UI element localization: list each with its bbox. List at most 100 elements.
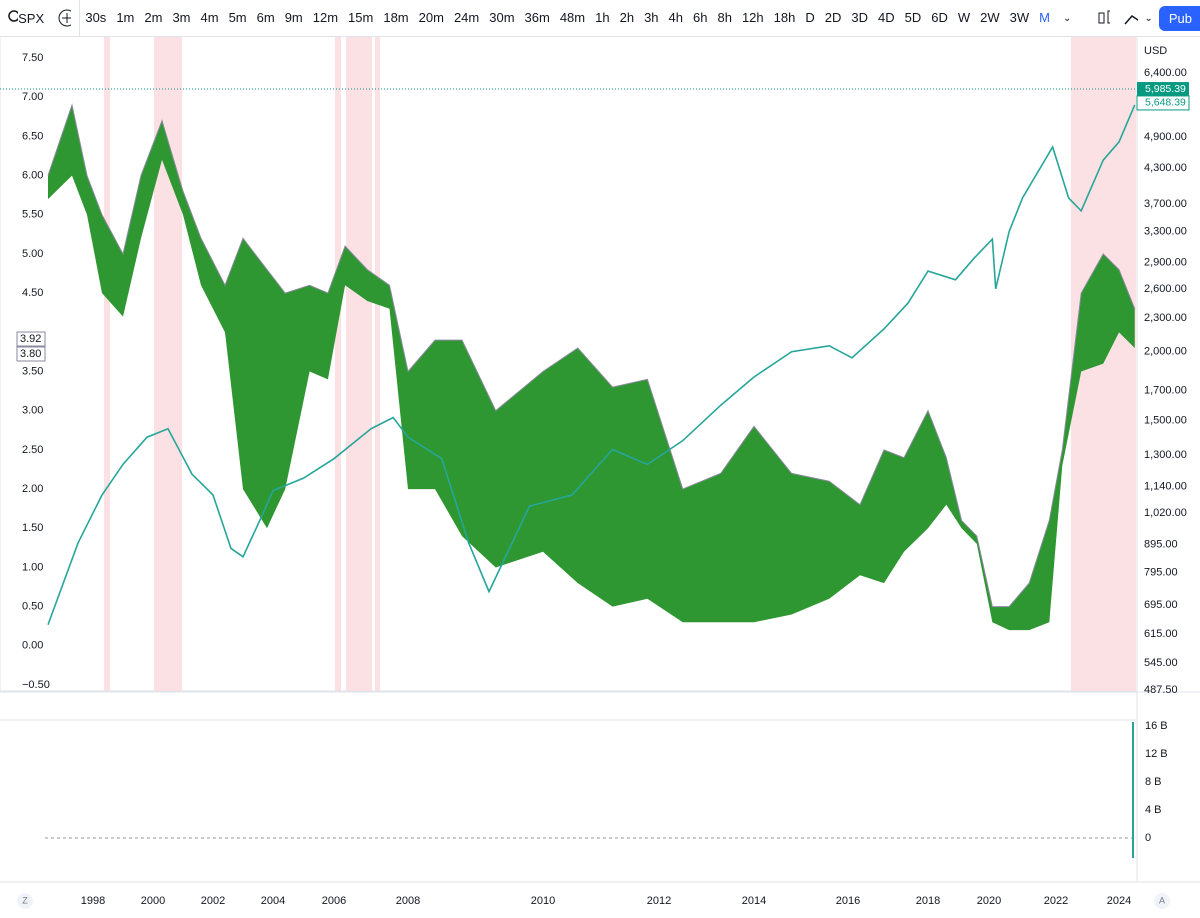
indicators-icon[interactable]: [1122, 8, 1139, 28]
interval-button[interactable]: 2h: [619, 10, 635, 25]
left-tick-label: 3.50: [22, 365, 43, 377]
last-value-box: [16, 331, 46, 347]
x-tick-label: 2008: [396, 895, 420, 907]
interval-button[interactable]: 4m: [200, 10, 219, 25]
right-tick-label: 4,300.00: [1144, 162, 1187, 174]
chart: 7.50 7.00 6.50 6.00 5.50 5.00 4.50 3.50 3.00 2.50…: [0, 36, 1200, 909]
search-icon: [8, 10, 19, 22]
interval-button[interactable]: 2D: [824, 10, 842, 25]
right-tick-label: 2,900.00: [1144, 257, 1187, 269]
symbol[interactable]: SPX: [18, 10, 45, 26]
interval-button[interactable]: 6D: [931, 10, 948, 25]
shaded-period: [346, 37, 372, 691]
x-tick-label: 2010: [531, 895, 555, 907]
right-tick-label: 487.50: [1144, 684, 1178, 696]
interval-button[interactable]: 1h: [595, 10, 610, 25]
right-tick-label: 1,500.00: [1144, 415, 1187, 427]
x-tick-label: 2016: [836, 895, 860, 907]
left-tick-label: 6.00: [22, 169, 43, 181]
publish-button[interactable]: Pub: [1158, 5, 1200, 31]
right-tick-label: 895.00: [1144, 538, 1178, 550]
last-value-box: [16, 346, 46, 362]
interval-button[interactable]: 30s: [85, 10, 107, 25]
last-value-label: 3.80: [20, 348, 41, 360]
x-tick-label: 2000: [141, 895, 165, 907]
interval-button[interactable]: W: [957, 10, 971, 25]
interval-button[interactable]: 5m: [228, 10, 247, 25]
interval-button[interactable]: 9m: [284, 10, 303, 25]
interval-button[interactable]: 6m: [256, 10, 275, 25]
price-box: [1136, 95, 1190, 111]
scale-button[interactable]: [1154, 893, 1170, 909]
left-tick-label: −0.50: [22, 679, 50, 691]
left-tick-label: 0.00: [22, 640, 43, 652]
interval-button[interactable]: 2W: [980, 10, 1000, 25]
right-tick-label: 545.00: [1144, 657, 1178, 669]
interval-button[interactable]: 12h: [741, 10, 764, 25]
currency: USD: [1144, 45, 1167, 57]
toolbar: SPX 30s 1m 2m 3m 4m 5m 6m 9m 12m 15m 18m 20m 24m 30m 3…: [0, 0, 1200, 37]
left-tick-label: 4.50: [22, 287, 43, 299]
left-tick-label: 1.00: [22, 561, 43, 573]
interval-button[interactable]: 6h: [693, 10, 708, 25]
interval-button[interactable]: 30m: [489, 10, 515, 25]
interval-button[interactable]: M: [1039, 10, 1050, 25]
add-symbol[interactable]: [57, 8, 72, 28]
interval-button[interactable]: 5D: [904, 10, 922, 25]
right-tick-label: 795.00: [1144, 567, 1178, 579]
interval-button[interactable]: 18h: [773, 10, 796, 25]
interval-button[interactable]: 3W: [1009, 10, 1030, 25]
left-tick-label: 2.50: [22, 444, 43, 456]
scale-button[interactable]: [17, 893, 33, 909]
interval-button[interactable]: 3m: [172, 10, 191, 25]
x-tick-label: 2012: [647, 895, 671, 907]
interval-button[interactable]: 18m: [383, 10, 409, 25]
x-tick-label: 2018: [916, 895, 940, 907]
right-tick-label: 695.00: [1144, 599, 1178, 611]
shaded-period: [104, 37, 110, 691]
left-tick-label: 0.50: [22, 601, 43, 613]
interval-button[interactable]: 24m: [453, 10, 480, 25]
interval-button[interactable]: 4D: [877, 10, 895, 25]
volume-tick-label: 4 B: [1145, 804, 1162, 816]
right-tick-label: 3,300.00: [1144, 226, 1187, 238]
left-tick-label: 2.00: [22, 483, 43, 495]
shaded-period: [375, 37, 380, 691]
spread-line: [47, 103, 1136, 608]
interval-button[interactable]: 12m: [312, 10, 339, 25]
interval-button[interactable]: 36m: [524, 10, 550, 25]
x-tick-label: 2006: [322, 895, 346, 907]
dropdown[interactable]: ⌄: [1062, 12, 1072, 24]
right-tick-label: 615.00: [1144, 628, 1178, 640]
interval-button[interactable]: 8h: [717, 10, 732, 25]
interval-button[interactable]: 20m: [418, 10, 444, 25]
right-tick-label: 1,700.00: [1144, 385, 1187, 397]
volume-tick-label: 0: [1145, 832, 1151, 844]
right-tick-label: 1,140.00: [1144, 480, 1187, 492]
right-tick-label: 1,300.00: [1144, 449, 1187, 461]
right-tick-label: 2,300.00: [1144, 312, 1187, 324]
interval-button[interactable]: 15m: [348, 10, 374, 25]
right-tick-label: 6,400.00: [1144, 67, 1187, 79]
left-tick-label: 5.50: [22, 209, 43, 221]
right-tick-label: 3,700.00: [1144, 198, 1187, 210]
x-tick-label: 1998: [81, 895, 105, 907]
dropdown[interactable]: ⌄: [1144, 12, 1153, 24]
candle-icon[interactable]: [1093, 8, 1110, 28]
volume-tick-label: 12 B: [1145, 748, 1168, 760]
left-tick-label: 7.50: [22, 52, 43, 64]
interval-button[interactable]: 3h: [644, 10, 659, 25]
interval-button[interactable]: 1m: [116, 10, 135, 25]
x-tick-label: 2014: [742, 895, 766, 907]
price-label: 5,985.39: [1145, 83, 1186, 95]
scale-button-label: A: [1159, 895, 1165, 905]
interval-button[interactable]: 2m: [144, 10, 163, 25]
left-tick-label: 1.50: [22, 522, 43, 534]
interval-button[interactable]: 3D: [851, 10, 868, 25]
interval-button[interactable]: 4h: [668, 10, 683, 25]
interval-button[interactable]: D: [805, 10, 815, 25]
right-tick-label: 1,020.00: [1144, 507, 1187, 519]
interval-button[interactable]: 48m: [559, 10, 586, 25]
left-tick-label: 7.00: [22, 91, 43, 103]
